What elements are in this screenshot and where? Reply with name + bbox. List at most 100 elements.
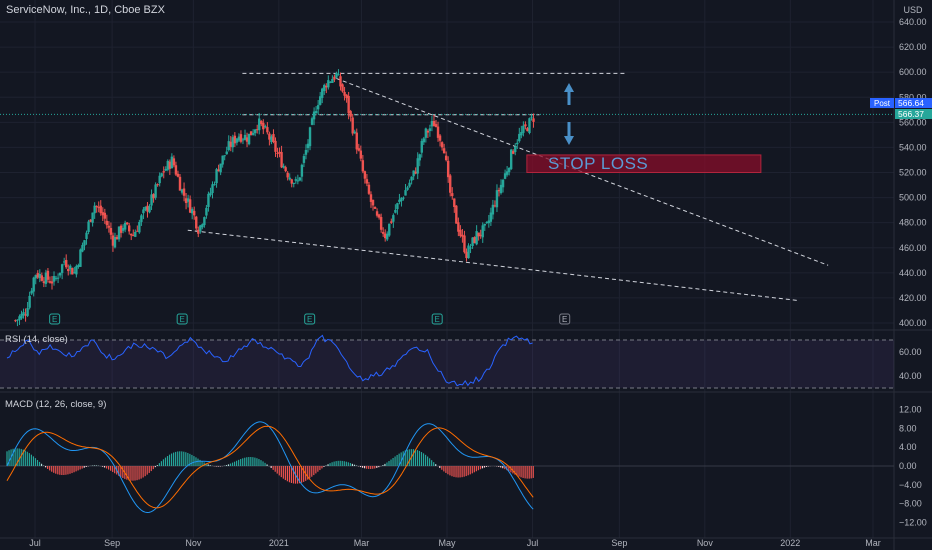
- candle-body: [111, 235, 115, 246]
- candle-body: [156, 184, 159, 186]
- candle-body: [404, 190, 407, 196]
- candle-body: [205, 207, 208, 216]
- candle-body: [453, 198, 456, 207]
- candle-body: [81, 245, 84, 252]
- trend-lines: [0, 72, 894, 301]
- candle-body: [54, 277, 58, 279]
- earnings-marker-text: E: [52, 315, 57, 324]
- candle-body: [375, 211, 379, 216]
- candle-body: [16, 319, 19, 321]
- candle-body: [475, 231, 478, 245]
- candle-body: [195, 216, 198, 229]
- candle-body: [524, 124, 527, 127]
- candle-body: [440, 142, 444, 148]
- candle-body: [207, 193, 210, 207]
- candle-body: [241, 139, 245, 141]
- candle-body: [457, 222, 460, 232]
- candle-body: [276, 152, 279, 154]
- candle-body: [316, 105, 320, 110]
- macd-tick: −8.00: [899, 499, 922, 509]
- candle-body: [438, 135, 442, 141]
- candle-body: [46, 270, 50, 280]
- candle-body: [339, 76, 342, 87]
- earnings-marker-text: E: [435, 315, 440, 324]
- price-tick: 620.00: [899, 42, 927, 52]
- candle-body: [24, 314, 27, 316]
- candle-body: [304, 149, 308, 155]
- up-arrow-head: [564, 83, 574, 92]
- candle-body: [357, 148, 360, 151]
- candle-body: [99, 205, 102, 214]
- candle-body: [329, 81, 332, 83]
- candle-body: [117, 226, 121, 240]
- candle-body: [473, 237, 476, 244]
- candle-body: [237, 136, 241, 141]
- candle-body: [67, 268, 70, 272]
- candle-body: [184, 198, 188, 204]
- direction-arrows: [564, 83, 574, 145]
- candle-body: [410, 176, 413, 181]
- candle-body: [455, 205, 458, 224]
- candle-body: [503, 173, 507, 179]
- candle-body: [113, 237, 117, 248]
- candle-body: [182, 188, 186, 196]
- candle-body: [176, 173, 180, 177]
- macd-tick: 0.00: [899, 461, 917, 471]
- candle-body: [38, 273, 41, 279]
- candle-body: [69, 265, 72, 270]
- macd-tick: 4.00: [899, 442, 917, 452]
- candle-body: [302, 156, 306, 163]
- candle-body: [451, 193, 454, 197]
- candle-body: [325, 85, 328, 88]
- candle-body: [341, 84, 344, 92]
- candle-body: [193, 210, 196, 216]
- candle-body: [530, 116, 533, 118]
- candle-body: [225, 151, 228, 155]
- candle-body: [180, 189, 184, 193]
- candle-body: [249, 131, 253, 136]
- candle-body: [442, 148, 446, 154]
- candle-body: [422, 138, 426, 143]
- candle-body: [461, 234, 464, 237]
- candle-body: [481, 225, 484, 238]
- candle-body: [430, 121, 434, 127]
- candle-body: [105, 220, 109, 226]
- candle-body: [239, 134, 243, 142]
- time-axis[interactable]: Jul Sep Nov 2021 Mar May Jul Sep Nov 2022 Mar: [29, 538, 880, 548]
- candle-body: [514, 146, 517, 152]
- candle-body: [351, 117, 354, 134]
- candle-body: [97, 207, 100, 209]
- earnings-marker-text: E: [562, 315, 567, 324]
- candle-body: [36, 273, 39, 278]
- candle-body: [130, 233, 133, 236]
- candle-body: [251, 132, 255, 135]
- candle-body: [186, 198, 190, 202]
- earnings-marker-box: [559, 313, 571, 325]
- candle-body: [178, 176, 182, 191]
- candle-body: [134, 231, 137, 237]
- candle-body: [526, 128, 529, 132]
- candle-body: [408, 182, 411, 187]
- candle-body: [152, 194, 155, 199]
- candle-body: [528, 118, 531, 134]
- candle-body: [278, 151, 281, 154]
- candle-body: [103, 212, 107, 219]
- candle-body: [520, 132, 523, 136]
- candle-body: [209, 192, 212, 196]
- candle-body: [509, 149, 513, 170]
- candle-body: [505, 171, 509, 175]
- candle-body: [91, 212, 94, 223]
- candle-body: [412, 170, 415, 177]
- candle-body: [379, 217, 383, 230]
- price-axis[interactable]: USD 640.00 620.00 600.00 580.00 560.00 540.00 5…: [899, 5, 927, 528]
- time-tick: Nov: [697, 538, 714, 548]
- candle-body: [170, 156, 174, 169]
- candle-body: [479, 234, 482, 236]
- candle-body: [384, 233, 387, 239]
- earnings-marker-box: [304, 313, 316, 325]
- candle-body: [353, 131, 356, 134]
- candle-body: [459, 229, 462, 236]
- macd-tick: 12.00: [899, 405, 922, 415]
